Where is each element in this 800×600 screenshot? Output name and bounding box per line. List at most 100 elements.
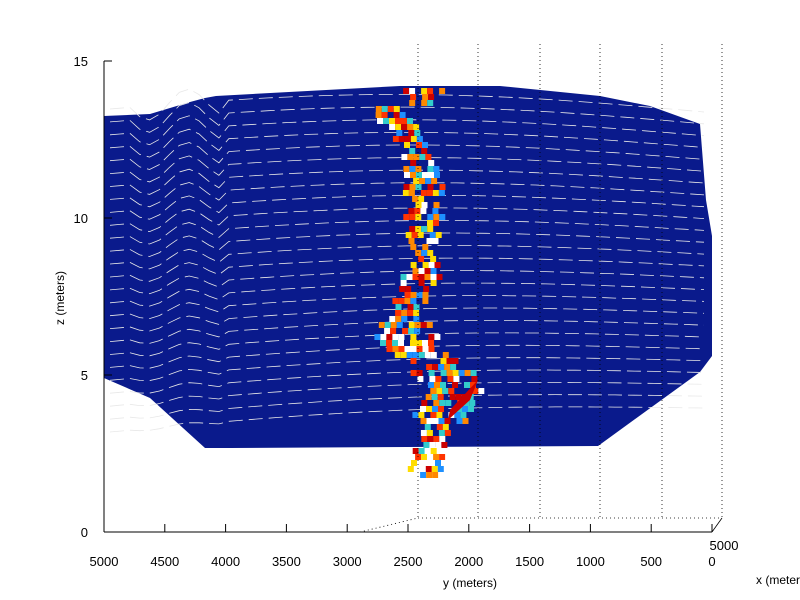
channel-cell [421,100,428,106]
channel-cell [420,190,427,196]
channel-cell [430,388,437,394]
layer-line [109,102,705,133]
channel-cell [392,298,399,304]
channel-cell [421,226,428,232]
channel-cell [436,412,443,418]
channel-cell [403,88,410,94]
channel-cell [444,430,451,436]
layer-line [109,369,705,394]
channel-cell [472,388,479,394]
channel-cell [381,106,388,112]
channel-cell [401,124,408,130]
channel-cell [433,454,440,460]
channel-cell [426,364,433,370]
grid-line [711,517,723,533]
y-tick-label: 5000 [90,554,119,569]
channel-cell [402,190,409,196]
channel-cell [426,322,433,328]
channel-cell [431,466,438,472]
channel-cell [436,274,443,280]
channel-cell [405,232,412,238]
channel-cell [420,418,427,424]
channel-cell [396,322,403,328]
channel-cell [439,400,446,406]
channel-cell [433,436,440,442]
axes: 5000 4500 4000 3500 3000 2500 2000 1500 1000 500 0… [74,54,739,569]
channel-cell [469,400,476,406]
channel-cell [413,304,420,310]
channel-cell [399,286,406,292]
channel-cell [423,460,429,466]
channel-cell [386,334,393,340]
channel-cell [464,382,470,388]
depth-axis-label: x (meters) [756,573,800,587]
channel-cell [410,160,417,166]
channel-cell [414,130,421,136]
layer-line [109,207,705,233]
channel-cell [409,184,416,190]
layer-line [109,182,705,208]
channel-cell [468,406,474,412]
channel-cell [414,208,421,214]
channel-cell [430,256,437,262]
channel-cell [435,442,442,448]
channel-cell [429,376,436,382]
channel-cell [395,316,402,322]
channel-cell [439,454,446,460]
channel-cell [428,346,435,352]
channel-cell [398,340,404,346]
channel-cell [421,454,428,460]
z-axis-label: z (meters) [53,271,67,325]
channel-cell [422,262,429,268]
y-tick-label: 2500 [394,554,423,569]
channel-cell [439,184,446,190]
channel-cell [425,394,432,400]
channel-cell [414,322,421,328]
layer-line [109,88,705,121]
channel-cell [410,94,417,100]
channel-cell [401,118,407,124]
channel-cell [429,442,436,448]
channel-cell [452,358,459,364]
layer-line [109,357,705,382]
channel-cell [410,358,417,364]
channel-cell [430,448,437,454]
grid-line [359,517,419,533]
channel-cell [398,334,405,340]
channel-cell [403,214,410,220]
channel-cell [392,340,398,346]
channel-cell [444,418,451,424]
channel-cell [416,142,422,148]
y-tick-label: 1500 [515,554,544,569]
channel-cell [410,346,417,352]
channel-cell [378,322,385,328]
channel-cell [434,382,440,388]
channel-cell [426,430,433,436]
y-tick-label: 3500 [272,554,301,569]
channel-cell [431,178,438,184]
channel-cell [450,364,457,370]
channel-cell [416,370,423,376]
channel-cell [435,460,441,466]
channel-cell [410,244,417,250]
channel-cell [424,274,431,280]
x-tick-label: 5000 [710,538,739,553]
channel-cell [425,178,432,184]
channel-cell [430,352,437,358]
channel-cell [427,220,433,226]
channel-cell [428,370,435,376]
channel-cell [432,418,439,424]
channel-cell [407,466,414,472]
channel-cell [420,322,427,328]
channel-cell [408,130,415,136]
channel-cell [406,274,413,280]
channel-cell [421,148,428,154]
channel-cell [440,358,447,364]
channel-cell [418,448,425,454]
channel-cell [410,298,417,304]
channel-cell [462,406,468,412]
channel-cell [406,352,413,358]
channel-cell [418,268,425,274]
y-tick-label: 3000 [333,554,362,569]
channel-cell [426,238,433,244]
